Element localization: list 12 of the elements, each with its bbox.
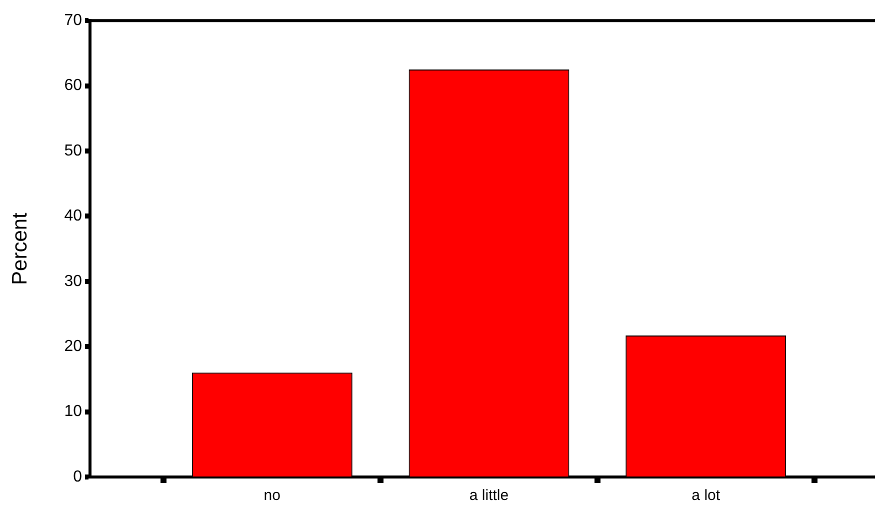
y-axis-title: Percent xyxy=(8,212,32,285)
x-tick-label: a lot xyxy=(692,487,721,504)
y-tick-label: 10 xyxy=(64,403,82,420)
x-tick-label: a little xyxy=(469,487,509,504)
y-tick-label: 40 xyxy=(64,208,82,225)
y-tick-label: 70 xyxy=(64,12,82,30)
y-tick-label: 50 xyxy=(64,142,82,160)
y-tick-label: 30 xyxy=(64,272,82,290)
x-tick-label: no xyxy=(264,487,280,504)
y-tick-label: 60 xyxy=(64,77,82,94)
y-tick-label: 20 xyxy=(64,338,82,356)
y-tick-label: 0 xyxy=(73,468,82,486)
